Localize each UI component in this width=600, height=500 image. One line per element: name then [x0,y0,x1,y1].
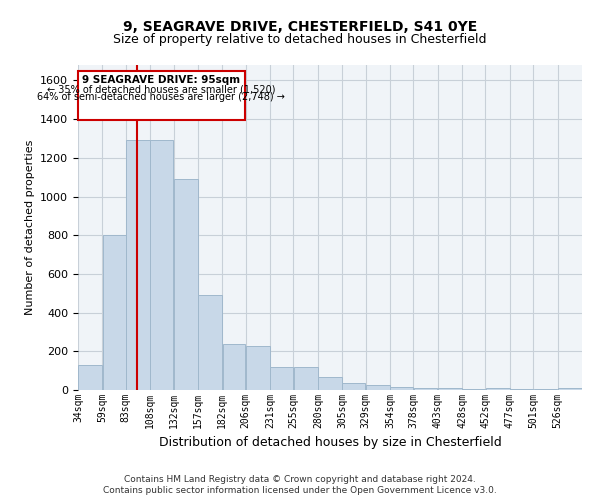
Bar [366,385,390,390]
Text: Contains public sector information licensed under the Open Government Licence v3: Contains public sector information licen… [103,486,497,495]
Bar [413,388,437,390]
Text: Contains HM Land Registry data © Crown copyright and database right 2024.: Contains HM Land Registry data © Crown c… [124,475,476,484]
Bar [293,367,317,390]
Bar [390,387,413,390]
Bar [174,179,197,390]
Bar [198,295,222,390]
Bar [78,71,245,120]
Y-axis label: Number of detached properties: Number of detached properties [25,140,35,315]
Text: Size of property relative to detached houses in Chesterfield: Size of property relative to detached ho… [113,32,487,46]
Bar [486,388,509,390]
Bar [343,383,365,390]
Bar [103,235,125,390]
X-axis label: Distribution of detached houses by size in Chesterfield: Distribution of detached houses by size … [158,436,502,450]
Bar [510,389,533,390]
Bar [223,344,245,390]
Text: 9, SEAGRAVE DRIVE, CHESTERFIELD, S41 0YE: 9, SEAGRAVE DRIVE, CHESTERFIELD, S41 0YE [123,20,477,34]
Bar [151,140,173,390]
Bar [318,378,342,390]
Bar [270,367,293,390]
Text: 64% of semi-detached houses are larger (2,748) →: 64% of semi-detached houses are larger (… [37,92,285,102]
Bar [558,388,582,390]
Text: 9 SEAGRAVE DRIVE: 95sqm: 9 SEAGRAVE DRIVE: 95sqm [82,75,241,85]
Bar [126,140,150,390]
Bar [246,346,270,390]
Bar [463,389,485,390]
Bar [438,388,462,390]
Bar [533,389,557,390]
Bar [78,365,102,390]
Text: ← 35% of detached houses are smaller (1,520): ← 35% of detached houses are smaller (1,… [47,84,275,94]
